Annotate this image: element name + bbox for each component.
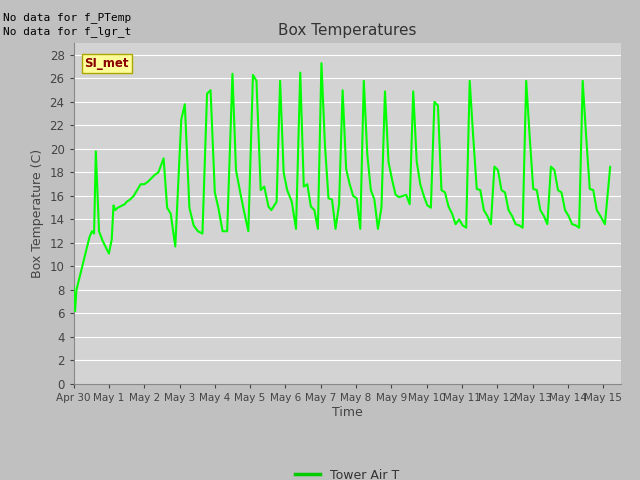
Title: Box Temperatures: Box Temperatures <box>278 23 417 38</box>
Text: No data for f_lgr_t: No data for f_lgr_t <box>3 26 131 37</box>
Legend: Tower Air T: Tower Air T <box>290 464 404 480</box>
X-axis label: Time: Time <box>332 406 363 419</box>
Y-axis label: Box Temperature (C): Box Temperature (C) <box>31 149 44 278</box>
Text: SI_met: SI_met <box>84 57 129 70</box>
Text: No data for f_PTemp: No data for f_PTemp <box>3 12 131 23</box>
